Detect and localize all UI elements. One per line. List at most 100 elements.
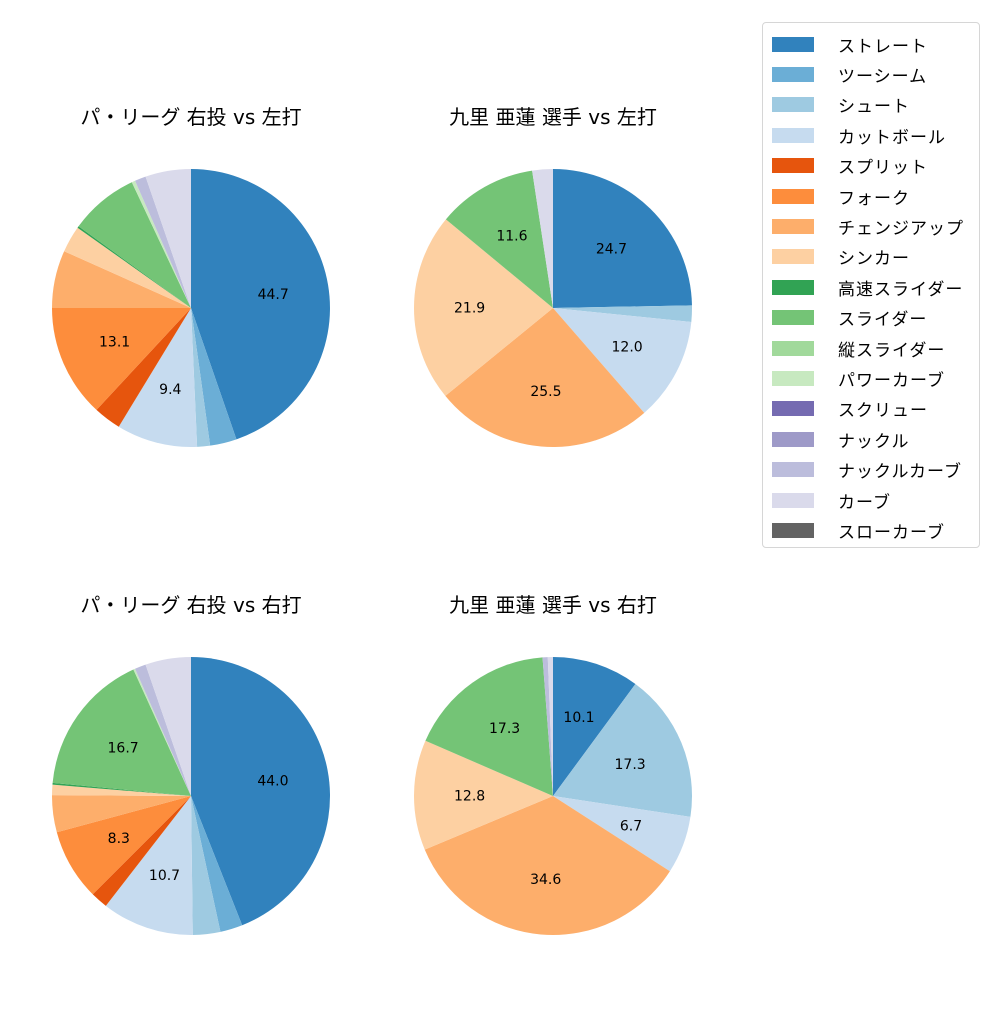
slice-value-label: 9.4 <box>159 382 181 398</box>
pie-slice <box>96 308 191 427</box>
pie-slice <box>553 796 691 872</box>
legend-swatch <box>772 188 814 204</box>
pie-panel-kuri-vs-rhb: 九里 亜蓮 選手 vs 右打 10.1 17.3 6.7 34.6 12.8 17.3 <box>383 591 723 1031</box>
legend-item: スクリュー <box>772 397 928 421</box>
chart-title: パ・リーグ 右投 vs 左打 <box>80 105 302 129</box>
pie-slice <box>547 657 553 796</box>
legend-item: スローカーブ <box>772 518 945 543</box>
pie-chart: 10.1 17.3 6.7 34.6 12.8 17.3 <box>413 657 692 936</box>
pie-slice <box>542 657 553 796</box>
slice-value-label: 21.9 <box>454 301 485 317</box>
legend-swatch <box>772 218 814 234</box>
pie-slice <box>424 796 670 936</box>
pie-slice <box>51 795 191 833</box>
pie-slice <box>56 796 192 895</box>
pie-slice <box>191 796 221 935</box>
legend-item: チェンジアップ <box>772 214 964 239</box>
slice-value-label: 44.7 <box>258 287 289 303</box>
slice-value-label: 6.7 <box>620 819 642 835</box>
pie-slice <box>135 664 191 796</box>
pie-slice <box>52 308 191 410</box>
pie-slice <box>413 740 553 850</box>
pie-slice <box>191 308 211 447</box>
legend-swatch <box>772 158 814 174</box>
pie-panel-pl-rhp-vs-lhb: パ・リーグ 右投 vs 左打 44.7 9.4 13.1 <box>21 103 361 543</box>
legend-swatch <box>772 97 814 113</box>
pie-slice <box>445 308 645 448</box>
chart-title: 九里 亜蓮 選手 vs 左打 <box>449 105 657 129</box>
pie-slice <box>553 169 692 308</box>
legend-swatch <box>772 66 814 82</box>
pie-slice <box>553 657 636 796</box>
legend-item: パワーカーブ <box>772 366 945 391</box>
chart-title: パ・リーグ 右投 vs 右打 <box>80 593 302 617</box>
pie-slice <box>413 219 553 396</box>
legend-label: フォーク <box>838 188 910 209</box>
slice-value-label: 10.1 <box>563 710 594 726</box>
legend-swatch <box>772 370 814 386</box>
legend-label: カーブ <box>838 492 891 513</box>
legend-swatch <box>772 522 814 538</box>
pie-slice <box>445 170 553 308</box>
pie-slice <box>77 226 191 308</box>
slice-value-label: 8.3 <box>108 831 130 847</box>
legend-swatch <box>772 340 814 356</box>
legend-label: シュート <box>838 97 910 118</box>
pie-slice <box>191 796 243 932</box>
pie-slice <box>191 308 237 446</box>
legend-swatch <box>772 431 814 447</box>
legend-swatch <box>772 310 814 326</box>
pie-slice <box>131 180 191 308</box>
legend-label: 縦スライダー <box>838 340 946 361</box>
pie-slice <box>52 251 191 308</box>
legend-item: シンカー <box>772 245 910 269</box>
legend-swatch <box>772 279 814 295</box>
legend-swatch <box>772 401 814 417</box>
chart-title: 九里 亜蓮 選手 vs 右打 <box>449 593 657 617</box>
pie-slice <box>553 305 693 322</box>
legend-label: カットボール <box>838 127 946 148</box>
legend-label: ナックルカーブ <box>838 462 962 483</box>
pie-slice <box>78 182 191 308</box>
slice-value-label: 12.8 <box>454 789 485 805</box>
legend-label: ストレート <box>838 36 928 57</box>
legend-label: パワーカーブ <box>838 370 945 391</box>
legend-item: ナックルカーブ <box>772 458 962 482</box>
pie-slice <box>425 657 553 796</box>
pie-slice <box>64 227 191 308</box>
legend-label: スクリュー <box>838 401 928 422</box>
pie-slice <box>133 668 191 796</box>
legend-item: カットボール <box>772 123 946 148</box>
legend-swatch <box>772 127 814 143</box>
legend-item: スプリット <box>772 154 928 178</box>
legend-label: ナックル <box>838 431 910 452</box>
slice-value-label: 25.5 <box>530 384 561 400</box>
slice-value-label: 17.3 <box>489 721 520 737</box>
pie-chart: 44.0 10.7 8.3 16.7 <box>51 657 331 936</box>
pie-slice <box>52 784 191 796</box>
slice-value-label: 13.1 <box>99 334 130 350</box>
pie-slice <box>145 169 191 308</box>
legend-item: ストレート <box>772 32 928 57</box>
pie-slice <box>532 169 553 308</box>
legend-item: シュート <box>772 93 910 117</box>
legend: ストレート ツーシーム シュート カットボール スプリット フォーク チェンジアップ シンカー… <box>762 22 980 548</box>
legend-label: スライダー <box>838 310 928 331</box>
slice-value-label: 17.3 <box>615 757 646 773</box>
legend-label: シンカー <box>838 249 910 270</box>
slice-value-label: 16.7 <box>108 741 139 757</box>
legend-swatch <box>772 492 814 508</box>
slice-value-label: 44.0 <box>257 773 288 789</box>
legend-label: スローカーブ <box>838 522 945 543</box>
pie-chart: 24.7 12.0 25.5 21.9 11.6 <box>413 169 693 448</box>
pie-panel-pl-rhp-vs-rhb: パ・リーグ 右投 vs 右打 44.0 10.7 8.3 16.7 <box>21 591 361 1031</box>
pie-slice <box>191 169 330 440</box>
legend-swatch <box>772 249 814 265</box>
legend-swatch <box>772 462 814 478</box>
pie-slice <box>145 657 191 796</box>
pie-slice <box>135 176 191 308</box>
pie-slice <box>553 308 692 413</box>
slice-value-label: 24.7 <box>596 242 627 258</box>
pie-slice <box>52 782 192 796</box>
pie-slice <box>52 669 192 796</box>
